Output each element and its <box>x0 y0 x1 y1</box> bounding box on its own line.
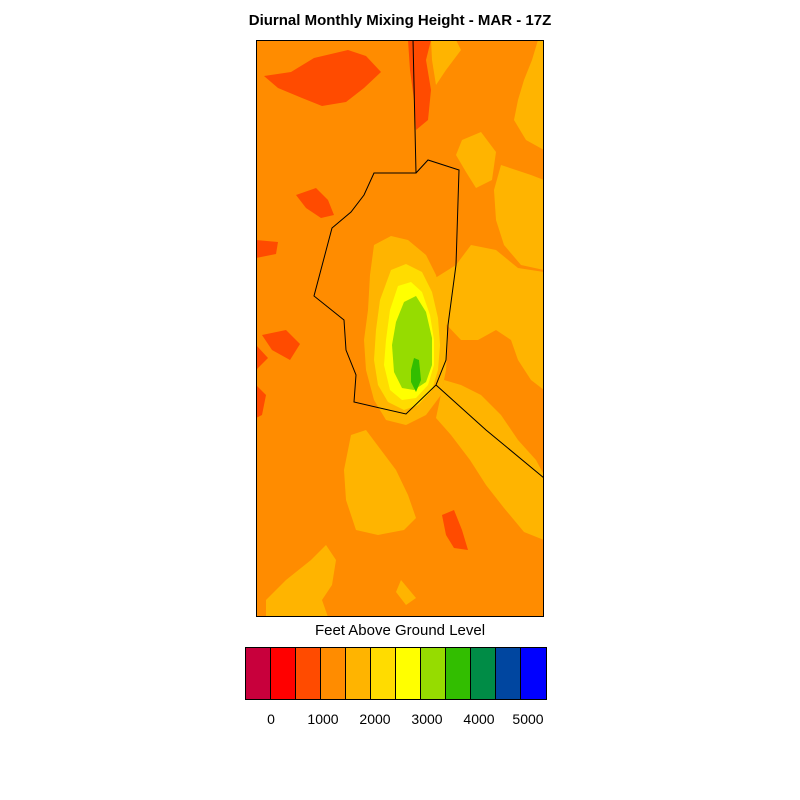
colorbar-swatch <box>421 648 446 699</box>
contour-redorange <box>264 50 381 106</box>
state-boundary <box>313 40 460 415</box>
colorbar-swatch <box>271 648 296 699</box>
colorbar-swatch <box>246 648 271 699</box>
contour-redorange <box>256 240 278 258</box>
colorbar-swatch <box>346 648 371 699</box>
contour-lightorange <box>432 245 544 390</box>
contour-lightorange <box>431 40 461 85</box>
colorbar-swatch <box>396 648 421 699</box>
colorbar-tick-label: 0 <box>267 711 275 727</box>
map-frame <box>256 40 544 617</box>
contour-lightorange <box>344 430 416 535</box>
contour-lightorange <box>456 132 496 188</box>
colorbar-tick-label: 1000 <box>307 711 339 727</box>
colorbar-swatch <box>371 648 396 699</box>
colorbar-swatch <box>296 648 321 699</box>
contour-redorange <box>256 345 268 370</box>
colorbar-tick-label: 3000 <box>411 711 443 727</box>
colorbar-tick-label: 2000 <box>359 711 391 727</box>
colorbar-tick-label: 5000 <box>512 711 544 727</box>
contour-yellowgreen <box>392 296 432 390</box>
contour-lightorange <box>436 380 544 540</box>
colorbar <box>245 647 547 700</box>
contour-redorange <box>256 385 266 418</box>
contour-redorange <box>442 510 468 550</box>
mixing-height-map <box>256 40 544 617</box>
colorbar-label: Feet Above Ground Level <box>314 622 486 639</box>
colorbar-tick-label: 4000 <box>463 711 495 727</box>
state-boundary <box>435 384 544 479</box>
contour-redorange <box>296 188 334 218</box>
contour-lightorange <box>396 580 416 605</box>
colorbar-swatch <box>321 648 346 699</box>
contour-lightorange <box>494 165 544 270</box>
contour-lightorange <box>514 40 544 150</box>
contour-green <box>411 358 421 392</box>
map-title: Diurnal Monthly Mixing Height - MAR - 17… <box>248 12 552 29</box>
colorbar-swatch <box>496 648 521 699</box>
colorbar-swatch <box>521 648 546 699</box>
colorbar-swatch <box>471 648 496 699</box>
colorbar-swatch <box>446 648 471 699</box>
contour-lightorange <box>266 545 336 617</box>
contour-redorange <box>262 330 300 360</box>
colorbar-ticks: 0 1000 2000 3000 4000 5000 <box>0 711 800 731</box>
